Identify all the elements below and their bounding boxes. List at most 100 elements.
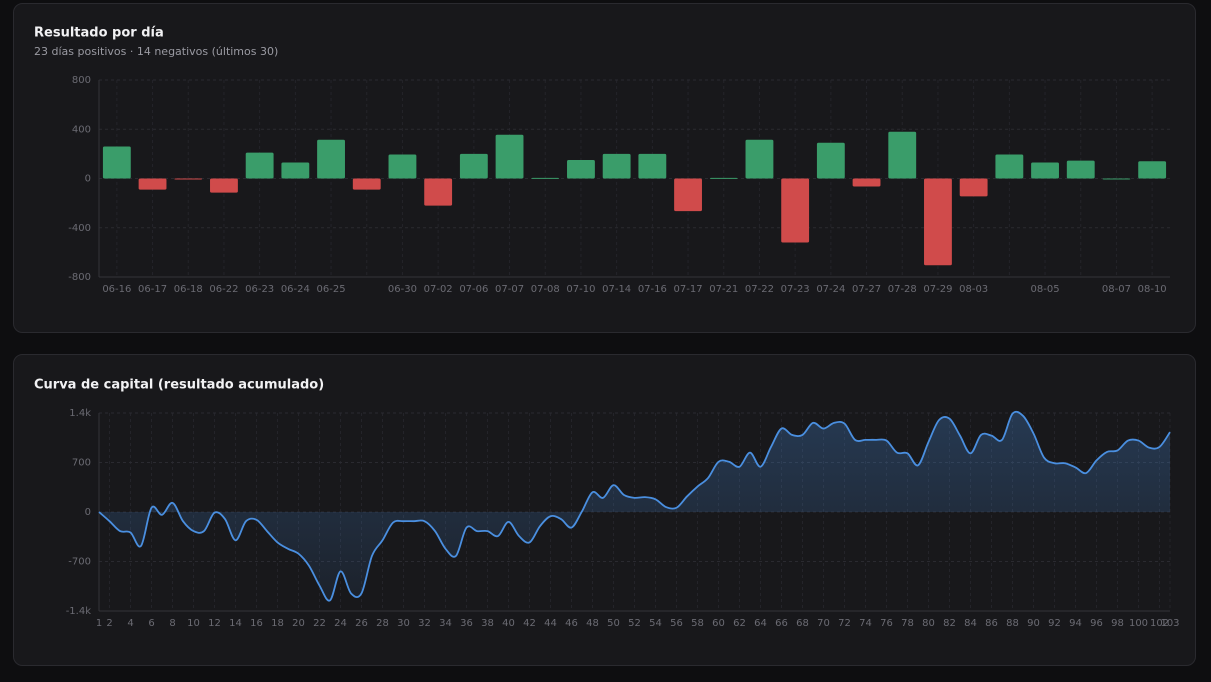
x-tick-label: 56 — [670, 618, 683, 629]
x-tick-label: 40 — [502, 618, 515, 629]
bar — [995, 154, 1024, 179]
line — [98, 410, 1171, 602]
x-tick-label: 32 — [418, 618, 431, 629]
bar — [1031, 162, 1059, 179]
x-tick-label: 07-17 — [674, 284, 703, 295]
bar — [709, 177, 738, 179]
bar — [924, 178, 952, 266]
x-tick-label: 06-24 — [281, 284, 310, 295]
x-tick-label: 96 — [1090, 618, 1103, 629]
x-tick-label: 103 — [1160, 618, 1179, 629]
bar — [245, 152, 274, 179]
x-tick-label: 07-29 — [923, 284, 952, 295]
x-tick-label: 08-10 — [1138, 284, 1167, 295]
x-tick-label: 48 — [586, 618, 599, 629]
y-tick-label: -700 — [68, 557, 91, 568]
x-tick-label: 68 — [796, 618, 809, 629]
bar — [816, 142, 845, 179]
x-tick-label: 76 — [880, 618, 893, 629]
x-tick-label: 20 — [292, 618, 305, 629]
x-tick-label: 80 — [922, 618, 935, 629]
bar — [638, 153, 667, 179]
x-tick-label: 24 — [334, 618, 347, 629]
x-tick-label: 16 — [250, 618, 263, 629]
x-tick-label: 72 — [838, 618, 851, 629]
x-tick-label: 6 — [148, 618, 154, 629]
x-tick-label: 07-14 — [602, 284, 631, 295]
x-tick-label: 70 — [817, 618, 830, 629]
x-tick-label: 06-22 — [209, 284, 238, 295]
bar — [210, 178, 238, 193]
y-tick-label: 700 — [72, 458, 91, 469]
x-tick-label: 64 — [754, 618, 767, 629]
bar — [1102, 178, 1131, 180]
x-tick-label: 22 — [313, 618, 326, 629]
chart-title: Resultado por día — [34, 26, 164, 41]
x-tick-label: 92 — [1048, 618, 1061, 629]
y-tick-label: 400 — [72, 124, 91, 135]
x-tick-label: 06-23 — [245, 284, 274, 295]
x-tick-label: 08-05 — [1031, 284, 1060, 295]
x-tick-label: 62 — [733, 618, 746, 629]
x-tick-label: 38 — [481, 618, 494, 629]
x-tick-label: 50 — [607, 618, 620, 629]
x-tick-label: 34 — [439, 618, 452, 629]
x-tick-label: 06-25 — [317, 284, 346, 295]
bar — [888, 131, 917, 179]
bar — [388, 154, 417, 179]
x-tick-label: 12 — [208, 618, 221, 629]
x-tick-label: 90 — [1027, 618, 1040, 629]
x-tick-label: 08-07 — [1102, 284, 1131, 295]
x-tick-label: 42 — [523, 618, 536, 629]
bar — [138, 178, 167, 190]
x-tick-label: 07-28 — [888, 284, 917, 295]
bar — [424, 178, 453, 206]
bar — [531, 177, 560, 179]
bar — [852, 178, 881, 187]
x-tick-label: 36 — [460, 618, 473, 629]
bar — [174, 178, 203, 180]
x-tick-label: 1 — [96, 618, 102, 629]
y-tick-label: 0 — [85, 174, 91, 185]
x-tick-label: 06-17 — [138, 284, 167, 295]
x-tick-label: 07-23 — [781, 284, 810, 295]
bar — [459, 153, 488, 179]
x-tick-label: 18 — [271, 618, 284, 629]
x-tick-label: 98 — [1111, 618, 1124, 629]
bar — [281, 162, 310, 179]
x-tick-label: 10 — [187, 618, 200, 629]
x-tick-label: 78 — [901, 618, 914, 629]
bar — [745, 139, 774, 179]
bar — [102, 146, 131, 179]
x-tick-label: 30 — [397, 618, 410, 629]
x-tick-label: 52 — [628, 618, 641, 629]
x-tick-label: 07-24 — [816, 284, 845, 295]
x-tick-label: 88 — [1006, 618, 1019, 629]
y-tick-label: -800 — [68, 272, 91, 283]
x-tick-label: 07-10 — [566, 284, 595, 295]
x-tick-label: 06-18 — [174, 284, 203, 295]
x-tick-label: 82 — [943, 618, 956, 629]
x-tick-label: 60 — [712, 618, 725, 629]
x-tick-label: 66 — [775, 618, 788, 629]
x-tick-label: 08-03 — [959, 284, 988, 295]
bar — [674, 178, 702, 212]
chart-subtitle: 23 días positivos · 14 negativos (último… — [34, 45, 278, 58]
x-tick-label: 46 — [565, 618, 578, 629]
bar — [1138, 161, 1167, 179]
x-tick-label: 84 — [964, 618, 977, 629]
y-tick-label: 0 — [85, 507, 91, 518]
x-tick-label: 8 — [169, 618, 175, 629]
bar — [781, 178, 810, 243]
y-tick-label: -1.4k — [66, 606, 92, 617]
bar — [352, 178, 381, 190]
x-tick-label: 07-27 — [852, 284, 881, 295]
x-tick-label: 44 — [544, 618, 557, 629]
bar — [317, 139, 345, 179]
x-tick-label: 94 — [1069, 618, 1082, 629]
x-tick-label: 07-08 — [531, 284, 560, 295]
y-tick-label: 1.4k — [69, 408, 91, 419]
x-tick-label: 14 — [229, 618, 242, 629]
